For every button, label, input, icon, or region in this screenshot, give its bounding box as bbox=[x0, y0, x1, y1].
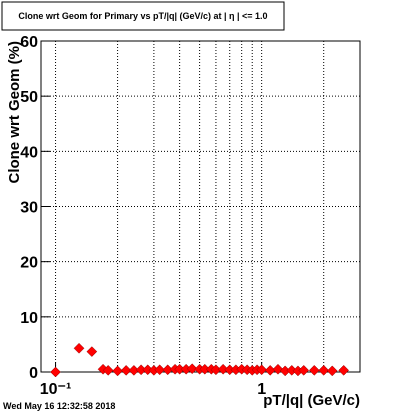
marker bbox=[298, 364, 310, 376]
marker bbox=[308, 364, 320, 376]
marker bbox=[318, 364, 330, 376]
y-tick-label: 0 bbox=[29, 365, 38, 382]
footer: Wed May 16 12:32:58 2018 bbox=[3, 401, 115, 411]
y-tick-label: 40 bbox=[20, 144, 38, 161]
marker bbox=[264, 364, 276, 376]
y-axis-title: Clone wrt Geom (%) bbox=[6, 41, 23, 184]
marker bbox=[102, 364, 114, 376]
chart-title: Clone wrt Geom for Primary vs pT/|q| (Ge… bbox=[18, 11, 267, 21]
marker bbox=[73, 342, 85, 354]
x-tick-label: 10⁻¹ bbox=[40, 381, 72, 398]
y-tick-label: 50 bbox=[20, 89, 38, 106]
marker bbox=[256, 364, 268, 376]
marker bbox=[50, 366, 61, 378]
x-tick-label: 1 bbox=[257, 381, 266, 398]
marker bbox=[112, 365, 123, 377]
marker bbox=[186, 363, 198, 375]
y-tick-label: 60 bbox=[20, 34, 38, 51]
x-axis-title: pT/|q| (GeV/c) bbox=[263, 392, 360, 409]
y-tick-label: 20 bbox=[20, 255, 38, 272]
marker bbox=[86, 346, 98, 357]
y-tick-label: 30 bbox=[20, 200, 38, 217]
marker bbox=[272, 363, 284, 375]
marker bbox=[154, 364, 166, 376]
y-tick-label: 10 bbox=[20, 310, 38, 327]
marker bbox=[338, 364, 350, 376]
title-box bbox=[1, 1, 285, 31]
marker bbox=[120, 364, 132, 376]
marker bbox=[326, 365, 338, 377]
marker bbox=[217, 363, 229, 375]
